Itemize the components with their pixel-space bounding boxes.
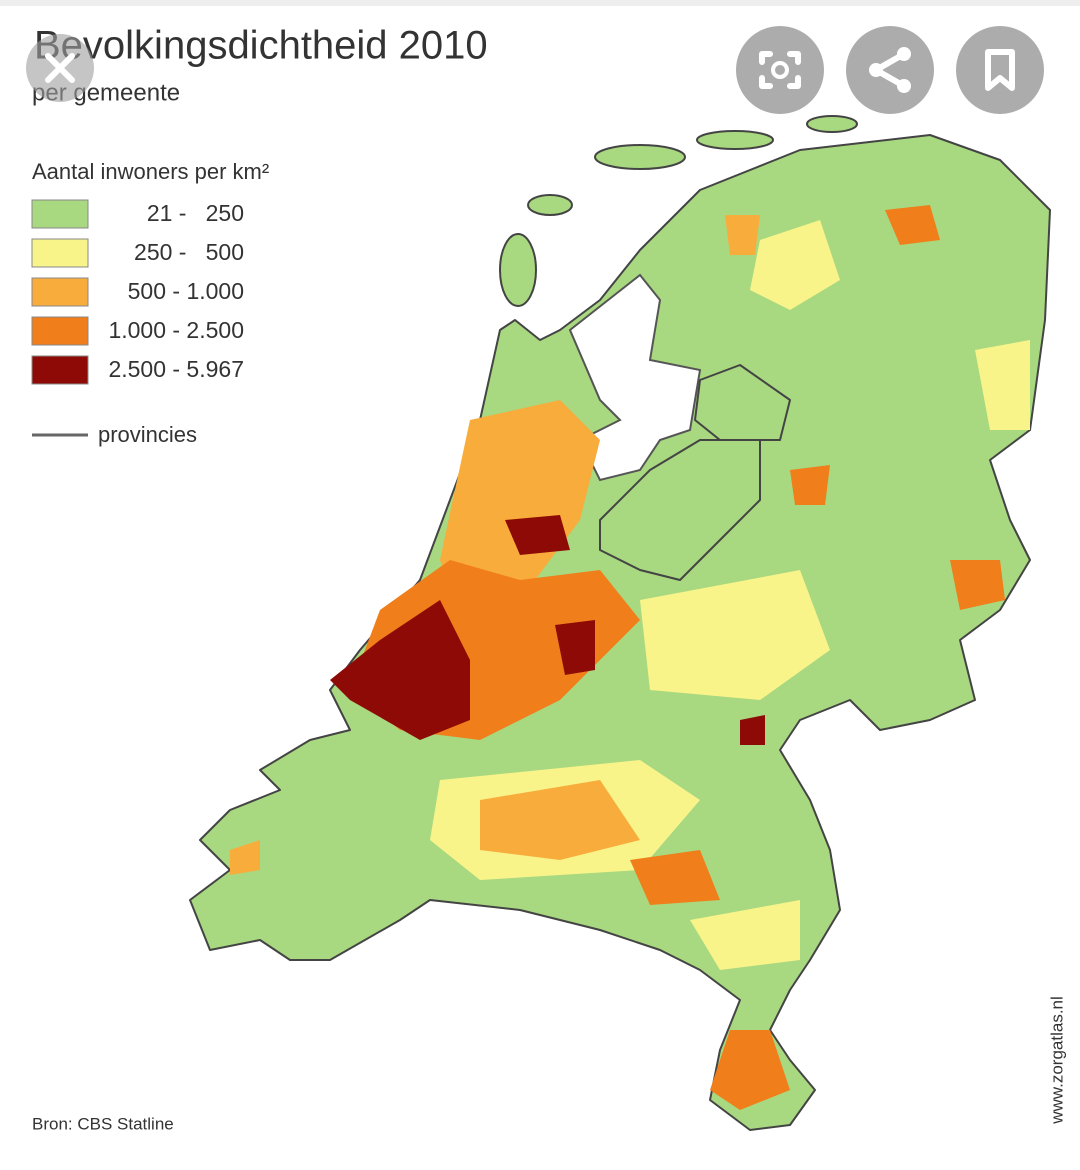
patch bbox=[750, 220, 840, 310]
source: Bron: CBS Statline bbox=[32, 1114, 174, 1133]
legend-swatch bbox=[31, 355, 89, 385]
patch bbox=[690, 900, 800, 970]
island bbox=[499, 233, 537, 307]
patch bbox=[725, 215, 760, 255]
islands bbox=[499, 115, 858, 307]
patch bbox=[330, 600, 470, 740]
legend-label: 2.500 - 5.967 bbox=[108, 356, 244, 382]
legend-label: 250 - 500 bbox=[134, 239, 244, 265]
lens-icon[interactable] bbox=[759, 51, 801, 89]
patch bbox=[230, 840, 260, 875]
save-icon[interactable] bbox=[985, 49, 1015, 91]
lens-button[interactable] bbox=[736, 26, 824, 114]
legend: 21 - 250 250 - 500 500 - 1.000 1.000 - 2.50… bbox=[31, 199, 244, 385]
patch bbox=[630, 850, 720, 905]
patch bbox=[555, 620, 595, 675]
save-bg[interactable] bbox=[956, 26, 1044, 114]
patch bbox=[950, 560, 1005, 610]
legend-swatch bbox=[31, 199, 89, 229]
lens-dot[interactable] bbox=[771, 61, 789, 79]
patch bbox=[440, 400, 600, 610]
share-bg[interactable] bbox=[846, 26, 934, 114]
top-bar bbox=[0, 0, 1080, 6]
island bbox=[527, 194, 573, 216]
close-icon[interactable] bbox=[45, 53, 75, 83]
share-dot[interactable] bbox=[869, 63, 883, 77]
patches bbox=[230, 205, 1030, 1110]
island bbox=[806, 115, 858, 133]
noordoostpolder bbox=[694, 364, 791, 441]
legend-swatch bbox=[31, 238, 89, 268]
island bbox=[594, 144, 686, 170]
patch bbox=[480, 780, 640, 860]
legend-line-label: provincies bbox=[98, 422, 197, 447]
island bbox=[696, 130, 774, 150]
patch bbox=[740, 715, 765, 745]
title: Bevolkingsdichtheid 2010 bbox=[34, 24, 488, 68]
credit: www.zorgatlas.nl bbox=[1047, 996, 1066, 1125]
patch bbox=[790, 465, 830, 505]
legend-label: 1.000 - 2.500 bbox=[108, 317, 244, 343]
ijsselmeer bbox=[568, 273, 702, 482]
patch bbox=[975, 340, 1030, 430]
legend-title: Aantal inwoners per km² bbox=[32, 159, 269, 184]
patch bbox=[505, 515, 570, 555]
save-button[interactable] bbox=[956, 26, 1044, 114]
patch bbox=[885, 205, 940, 245]
patch bbox=[640, 570, 830, 700]
legend-label: 500 - 1.000 bbox=[128, 278, 244, 304]
legend-swatch bbox=[31, 316, 89, 346]
map bbox=[189, 115, 1051, 1131]
close-button[interactable] bbox=[26, 34, 94, 102]
legend-label: 21 - 250 bbox=[147, 200, 244, 226]
share-button[interactable] bbox=[846, 26, 934, 114]
share-dot[interactable] bbox=[897, 47, 911, 61]
lens-bg[interactable] bbox=[736, 26, 824, 114]
share-dot[interactable] bbox=[897, 79, 911, 93]
legend-swatch bbox=[31, 277, 89, 307]
patch bbox=[710, 1030, 790, 1110]
flevoland bbox=[599, 439, 761, 581]
